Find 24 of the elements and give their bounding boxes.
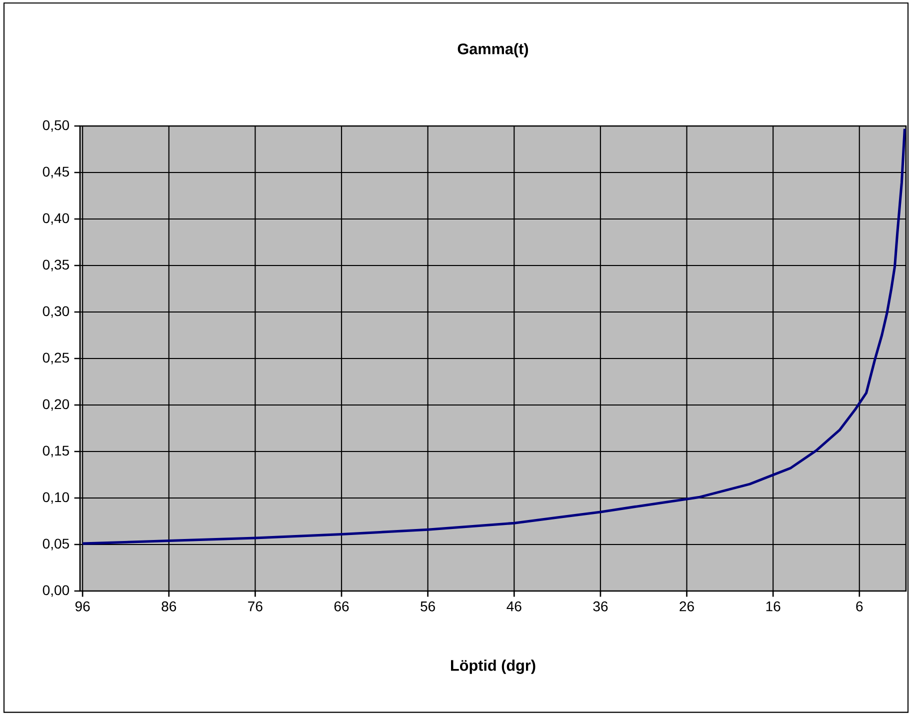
y-tick-label: 0,05 bbox=[42, 538, 69, 550]
y-tick-label: 0,25 bbox=[42, 352, 69, 364]
y-tick-label: 0,50 bbox=[42, 120, 70, 132]
x-tick-label: 86 bbox=[162, 601, 176, 612]
y-tick-label: 0,40 bbox=[42, 213, 70, 225]
x-tick-label: 66 bbox=[334, 601, 349, 612]
x-tick-label: 26 bbox=[680, 601, 694, 612]
y-tick-label: 0,45 bbox=[42, 166, 69, 178]
x-axis-title: Löptid (dgr) bbox=[451, 660, 536, 674]
y-tick-label: 0,15 bbox=[42, 446, 69, 458]
x-tick-label: 96 bbox=[75, 601, 90, 612]
x-tick-label: 36 bbox=[593, 601, 608, 612]
x-tick-label: 56 bbox=[420, 601, 435, 612]
line-series bbox=[81, 128, 906, 545]
y-tick-label: 0,00 bbox=[42, 585, 70, 597]
y-tick-label: 0,35 bbox=[42, 260, 69, 272]
x-tick-label: 16 bbox=[766, 601, 780, 612]
y-tick-label: 0,30 bbox=[42, 306, 70, 318]
y-tick-label: 0,20 bbox=[42, 399, 70, 411]
x-tick-label: 46 bbox=[506, 601, 522, 612]
x-tick-label: 76 bbox=[248, 601, 262, 612]
x-tick-label: 6 bbox=[856, 601, 863, 612]
chart-title: Gamma(t) bbox=[458, 43, 528, 58]
y-tick-label: 0,10 bbox=[42, 492, 70, 504]
